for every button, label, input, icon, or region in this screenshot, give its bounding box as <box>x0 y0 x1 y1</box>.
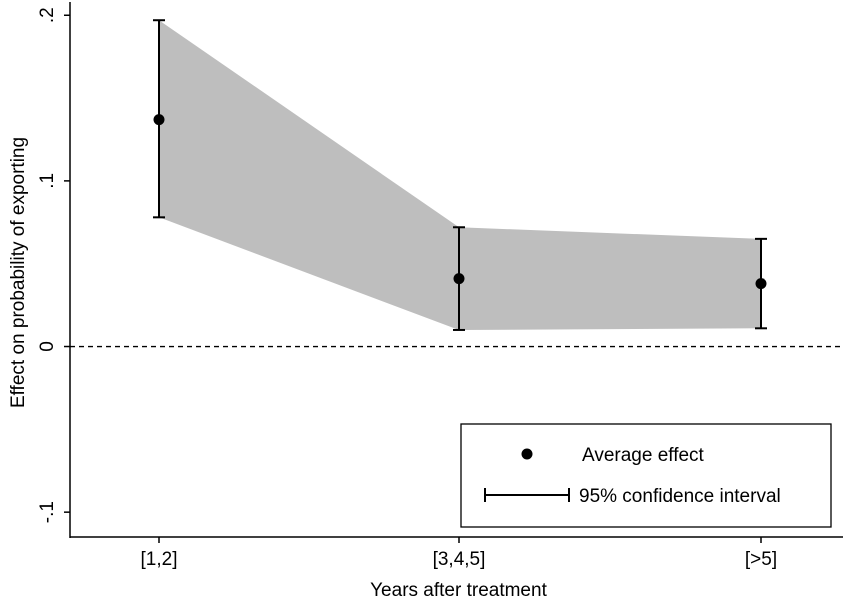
y-axis-title: Effect on probability of exporting <box>8 137 29 408</box>
y-tick-label-4: .2 <box>37 7 58 23</box>
data-point-2 <box>453 273 465 285</box>
y-tick-label-3: .1 <box>37 173 58 189</box>
x-axis-title: Years after treatment <box>370 580 547 601</box>
x-tick-label-1: [1,2] <box>141 549 178 570</box>
x-tick-label-2: [3,4,5] <box>433 549 486 570</box>
point-group <box>153 114 767 290</box>
y-tick-group: -.1 0 .1 .2 <box>37 7 70 523</box>
x-tick-label-3: [>5] <box>745 549 777 570</box>
legend: Average effect 95% confidence interval <box>460 423 832 528</box>
y-tick-label-1: -.1 <box>37 501 58 523</box>
legend-point-marker <box>521 448 533 460</box>
x-tick-group: [1,2] [3,4,5] [>5] <box>141 537 777 570</box>
confidence-band <box>159 20 761 330</box>
legend-label-confidence-interval: 95% confidence interval <box>579 486 781 507</box>
data-point-3 <box>755 278 767 290</box>
legend-label-average-effect: Average effect <box>582 445 705 466</box>
data-point-1 <box>153 114 165 126</box>
y-tick-label-2: 0 <box>37 341 58 352</box>
legend-box <box>460 423 832 528</box>
